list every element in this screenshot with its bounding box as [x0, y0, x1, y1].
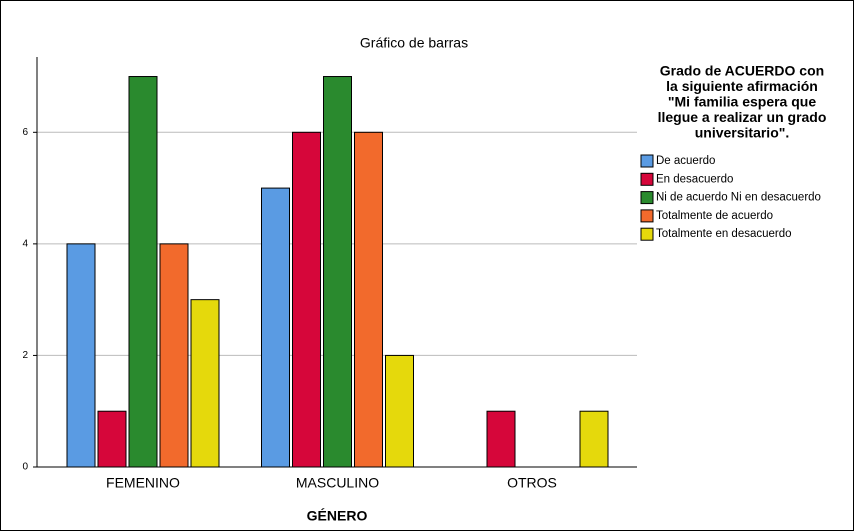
y-tick-label: 2	[22, 350, 28, 361]
bar	[486, 410, 516, 468]
legend-title: la siguiente afirmación	[666, 78, 818, 94]
x-tick-label: OTROS	[507, 475, 557, 491]
legend-label: Totalmente de acuerdo	[656, 210, 773, 222]
bar	[292, 131, 321, 468]
y-tick-label: 6	[22, 127, 28, 138]
x-tick-label: MASCULINO	[296, 475, 379, 491]
bar	[97, 410, 127, 468]
chart-title: Gráfico de barras	[360, 35, 468, 51]
legend-title: Grado de ACUERDO con	[660, 63, 824, 79]
legend-title: universitario".	[695, 125, 790, 141]
bar	[159, 243, 189, 468]
bar	[323, 76, 352, 468]
bar	[128, 76, 158, 468]
legend-title: llegue a realizar un grado	[658, 109, 827, 125]
legend-label: En desacuerdo	[656, 173, 733, 185]
legend-title: "Mi familia espera que	[668, 94, 816, 110]
bar	[354, 131, 383, 468]
legend-swatch	[640, 209, 654, 223]
bar	[579, 410, 609, 468]
legend-label: Ni de acuerdo Ni en desacuerdo	[656, 192, 821, 204]
legend-swatch	[640, 154, 654, 168]
legend-swatch	[640, 172, 654, 186]
bar	[385, 354, 414, 468]
bar	[190, 299, 220, 468]
bar	[66, 243, 96, 468]
legend-swatch	[640, 227, 654, 241]
y-tick-label: 0	[22, 462, 28, 473]
y-tick-label: 4	[22, 239, 28, 250]
bar	[261, 187, 290, 468]
legend-swatch	[640, 191, 654, 205]
legend-label: Totalmente en desacuerdo	[656, 228, 792, 240]
legend-label: De acuerdo	[656, 155, 715, 167]
x-tick-label: FEMENINO	[106, 475, 180, 491]
x-axis-title: GÉNERO	[307, 508, 368, 524]
